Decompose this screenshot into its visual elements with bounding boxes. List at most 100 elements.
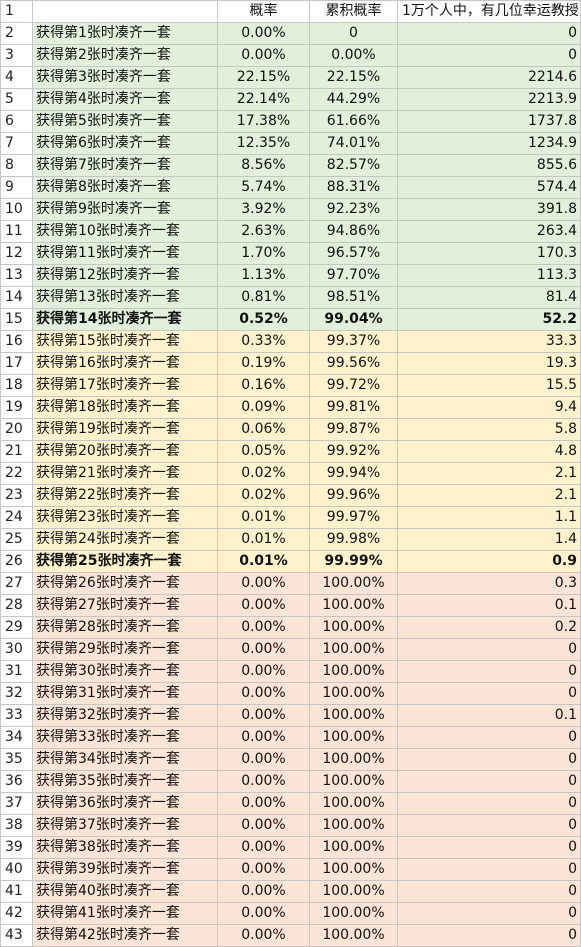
cell-probability[interactable]: 0.00% xyxy=(217,660,310,683)
cell-expected-count[interactable]: 0.9 xyxy=(397,550,581,573)
cell-label[interactable]: 获得第24张时凑齐一套 xyxy=(32,528,218,551)
cell-probability[interactable]: 0.00% xyxy=(217,858,310,881)
cell-label[interactable]: 获得第22张时凑齐一套 xyxy=(32,484,218,507)
cell-expected-count[interactable]: 0 xyxy=(397,44,581,67)
cell-expected-count[interactable]: 2.1 xyxy=(397,484,581,507)
cell-label[interactable]: 获得第18张时凑齐一套 xyxy=(32,396,218,419)
cell-expected-count[interactable]: 4.8 xyxy=(397,440,581,463)
cell-expected-count[interactable]: 81.4 xyxy=(397,286,581,309)
cell-label[interactable]: 获得第17张时凑齐一套 xyxy=(32,374,218,397)
row-number[interactable]: 11 xyxy=(0,220,33,243)
cell-probability[interactable]: 0.00% xyxy=(217,22,310,45)
cell-label[interactable]: 获得第41张时凑齐一套 xyxy=(32,902,218,925)
cell-probability[interactable]: 0.16% xyxy=(217,374,310,397)
cell-label[interactable]: 获得第5张时凑齐一套 xyxy=(32,110,218,133)
cell-probability[interactable]: 22.14% xyxy=(217,88,310,111)
cell-expected-count[interactable]: 574.4 xyxy=(397,176,581,199)
row-number[interactable]: 18 xyxy=(0,374,33,397)
cell-probability[interactable]: 0.00% xyxy=(217,572,310,595)
cell-label[interactable]: 获得第34张时凑齐一套 xyxy=(32,748,218,771)
row-number[interactable]: 28 xyxy=(0,594,33,617)
cell-label[interactable]: 获得第3张时凑齐一套 xyxy=(32,66,218,89)
cell-probability[interactable]: 17.38% xyxy=(217,110,310,133)
cell-label[interactable]: 获得第35张时凑齐一套 xyxy=(32,770,218,793)
cell-cumulative-probability[interactable]: 99.92% xyxy=(309,440,398,463)
cell-label[interactable]: 获得第39张时凑齐一套 xyxy=(32,858,218,881)
cell-expected-count[interactable]: 0 xyxy=(397,880,581,903)
row-number[interactable]: 25 xyxy=(0,528,33,551)
cell-cumulative-probability[interactable]: 100.00% xyxy=(309,682,398,705)
cell-cumulative-probability[interactable]: 92.23% xyxy=(309,198,398,221)
cell-label[interactable]: 获得第13张时凑齐一套 xyxy=(32,286,218,309)
cell-probability[interactable]: 0.00% xyxy=(217,638,310,661)
cell-cumulative-probability[interactable]: 100.00% xyxy=(309,726,398,749)
cell-cumulative-probability[interactable]: 97.70% xyxy=(309,264,398,287)
cell-cumulative-probability[interactable]: 100.00% xyxy=(309,770,398,793)
cell-expected-count[interactable]: 0 xyxy=(397,836,581,859)
row-number[interactable]: 2 xyxy=(0,22,33,45)
cell-cumulative-probability[interactable]: 100.00% xyxy=(309,616,398,639)
cell-probability[interactable]: 0.00% xyxy=(217,924,310,947)
cell-expected-count[interactable]: 113.3 xyxy=(397,264,581,287)
cell-cumulative-probability[interactable]: 0.00% xyxy=(309,44,398,67)
row-number[interactable]: 20 xyxy=(0,418,33,441)
cell-label[interactable]: 获得第20张时凑齐一套 xyxy=(32,440,218,463)
cell-label[interactable]: 获得第21张时凑齐一套 xyxy=(32,462,218,485)
cell-probability[interactable]: 12.35% xyxy=(217,132,310,155)
row-number[interactable]: 40 xyxy=(0,858,33,881)
cell-cumulative-probability[interactable]: 100.00% xyxy=(309,836,398,859)
row-number[interactable]: 7 xyxy=(0,132,33,155)
cell-expected-count[interactable]: 1.1 xyxy=(397,506,581,529)
row-number[interactable]: 38 xyxy=(0,814,33,837)
cell-expected-count[interactable]: 52.2 xyxy=(397,308,581,331)
cell-probability[interactable]: 0.00% xyxy=(217,748,310,771)
cell-probability[interactable]: 5.74% xyxy=(217,176,310,199)
cell-probability[interactable]: 0.00% xyxy=(217,880,310,903)
cell-label[interactable]: 获得第40张时凑齐一套 xyxy=(32,880,218,903)
cell-cumulative-probability[interactable]: 100.00% xyxy=(309,572,398,595)
cell-cumulative-probability[interactable]: 99.37% xyxy=(309,330,398,353)
cell-expected-count[interactable]: 0.3 xyxy=(397,572,581,595)
cell-label[interactable]: 获得第10张时凑齐一套 xyxy=(32,220,218,243)
cell-label[interactable]: 获得第23张时凑齐一套 xyxy=(32,506,218,529)
cell-label[interactable]: 获得第30张时凑齐一套 xyxy=(32,660,218,683)
cell-expected-count[interactable]: 0 xyxy=(397,22,581,45)
cell-expected-count[interactable]: 33.3 xyxy=(397,330,581,353)
cell-cumulative-probability[interactable]: 44.29% xyxy=(309,88,398,111)
cell-cumulative-probability[interactable]: 99.72% xyxy=(309,374,398,397)
cell-expected-count[interactable]: 0 xyxy=(397,638,581,661)
cell-label[interactable]: 获得第15张时凑齐一套 xyxy=(32,330,218,353)
cell-cumulative-probability[interactable]: 100.00% xyxy=(309,924,398,947)
cell-probability[interactable]: 0.00% xyxy=(217,836,310,859)
row-number[interactable]: 34 xyxy=(0,726,33,749)
cell-probability[interactable]: 0.01% xyxy=(217,528,310,551)
cell-label[interactable]: 获得第31张时凑齐一套 xyxy=(32,682,218,705)
cell-expected-count[interactable]: 0 xyxy=(397,814,581,837)
cell-cumulative-probability[interactable]: 88.31% xyxy=(309,176,398,199)
cell-cumulative-probability[interactable]: 99.94% xyxy=(309,462,398,485)
cell-label[interactable]: 获得第33张时凑齐一套 xyxy=(32,726,218,749)
row-number[interactable]: 17 xyxy=(0,352,33,375)
row-number[interactable]: 9 xyxy=(0,176,33,199)
row-number[interactable]: 19 xyxy=(0,396,33,419)
row-number[interactable]: 27 xyxy=(0,572,33,595)
cell-cumulative-probability[interactable]: 100.00% xyxy=(309,704,398,727)
cell-probability[interactable]: 0.00% xyxy=(217,814,310,837)
cell-cumulative-probability[interactable]: 61.66% xyxy=(309,110,398,133)
cell-label[interactable]: 获得第7张时凑齐一套 xyxy=(32,154,218,177)
row-number[interactable]: 23 xyxy=(0,484,33,507)
cell-expected-count[interactable]: 391.8 xyxy=(397,198,581,221)
cell-expected-count[interactable]: 2214.6 xyxy=(397,66,581,89)
header-cell-cumulative[interactable]: 累积概率 xyxy=(309,0,398,23)
cell-cumulative-probability[interactable]: 100.00% xyxy=(309,858,398,881)
row-number[interactable]: 43 xyxy=(0,924,33,947)
row-number[interactable]: 3 xyxy=(0,44,33,67)
row-number[interactable]: 41 xyxy=(0,880,33,903)
cell-probability[interactable]: 0.00% xyxy=(217,792,310,815)
cell-expected-count[interactable]: 0 xyxy=(397,770,581,793)
cell-label[interactable]: 获得第2张时凑齐一套 xyxy=(32,44,218,67)
cell-label[interactable]: 获得第29张时凑齐一套 xyxy=(32,638,218,661)
header-cell-count[interactable]: 1万个人中，有几位幸运教授 xyxy=(397,0,581,23)
cell-probability[interactable]: 0.00% xyxy=(217,704,310,727)
row-number[interactable]: 8 xyxy=(0,154,33,177)
